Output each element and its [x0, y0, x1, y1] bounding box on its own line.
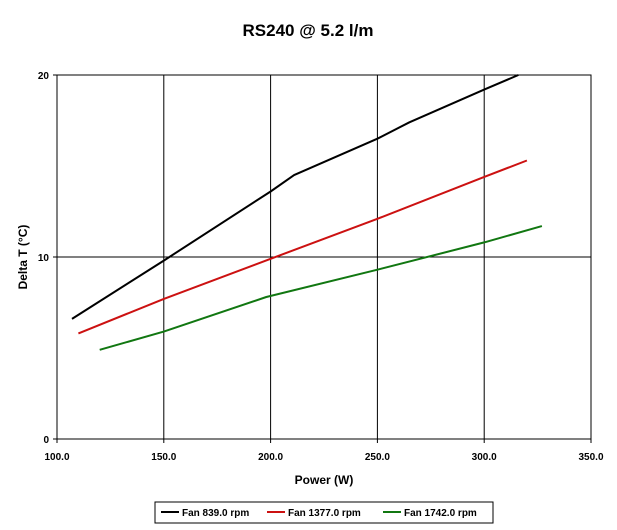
- x-tick-label: 200.0: [258, 452, 283, 463]
- x-tick-label: 350.0: [578, 452, 603, 463]
- legend-label-1: Fan 839.0 rpm: [182, 508, 249, 519]
- x-tick-label: 300.0: [472, 452, 497, 463]
- tick-labels: 100.0 150.0 200.0 250.0 300.0 350.0 0 10 20: [38, 71, 604, 463]
- x-axis-label: Power (W): [295, 473, 354, 487]
- x-tick-label: 100.0: [44, 452, 69, 463]
- x-tick-label: 150.0: [151, 452, 176, 463]
- grid-lines: [57, 75, 591, 439]
- y-tick-label: 10: [38, 253, 50, 264]
- legend-box: [154, 501, 494, 524]
- y-tick-label: 20: [38, 71, 50, 82]
- series-line-1: [71, 74, 519, 320]
- x-tick-label: 250.0: [365, 452, 390, 463]
- series-group: [71, 74, 543, 351]
- chart-title: RS240 @ 5.2 l/m: [243, 21, 374, 40]
- legend-label-2: Fan 1377.0 rpm: [288, 508, 361, 519]
- y-tick-label: 0: [43, 435, 49, 446]
- legend: Fan 839.0 rpm Fan 1377.0 rpm Fan 1742.0 rp…: [154, 501, 494, 524]
- y-axis-label: Delta T (°C): [16, 225, 30, 290]
- legend-label-3: Fan 1742.0 rpm: [404, 508, 477, 519]
- series-line-2: [78, 159, 528, 335]
- series-line-3: [99, 225, 543, 351]
